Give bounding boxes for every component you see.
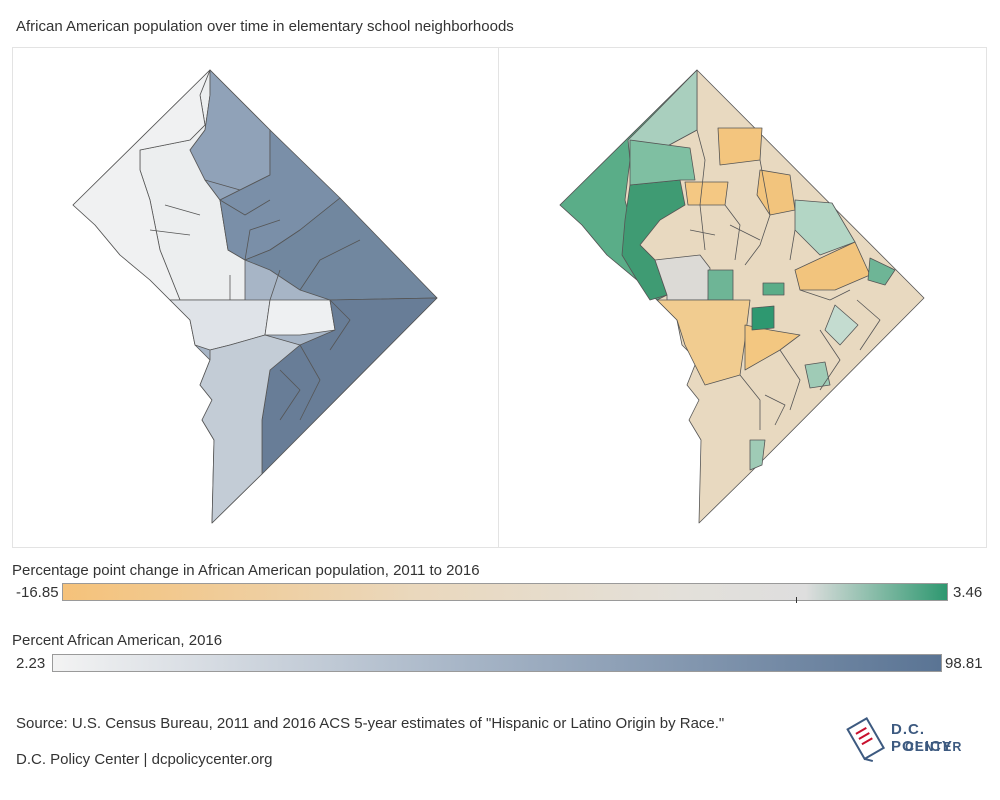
legend-percent-max: 98.81: [945, 655, 983, 672]
map-right-north-green: [629, 139, 696, 186]
map-left-capitol: [264, 299, 336, 336]
credit-line: D.C. Policy Center | dcpolicycenter.org: [16, 751, 273, 768]
map-right-se-light-green: [824, 304, 859, 346]
map-right-se-green-2: [762, 282, 785, 296]
map-right-se-green: [751, 305, 775, 331]
map-left-south: [199, 334, 301, 524]
map-right-ne-orange: [756, 169, 796, 216]
panel-divider: [498, 47, 499, 548]
logo-mark-icon: [846, 717, 886, 763]
map-right-sw-green: [749, 439, 766, 471]
map-right-north-orange: [717, 127, 763, 166]
map-right-ne-green: [794, 199, 856, 256]
map-percent-african-american: [72, 69, 438, 524]
map-right-east-orange: [794, 241, 871, 291]
map-right-south-orange: [656, 299, 751, 386]
maps-frame: [12, 47, 987, 548]
logo-text-line1: D.C. POLICY: [891, 721, 953, 755]
map-left-far-west: [72, 69, 211, 301]
chart-title: African American population over time in…: [16, 18, 514, 35]
legend-change-title: Percentage point change in African Ameri…: [12, 562, 480, 579]
source-note: Source: U.S. Census Bureau, 2011 and 201…: [16, 715, 725, 732]
map-right-north-center-orange: [684, 181, 729, 206]
map-right-far-east-green: [867, 257, 896, 286]
map-percentage-point-change: [559, 69, 925, 524]
legend-percent-title: Percent African American, 2016: [12, 632, 223, 649]
legend-percent-min: 2.23: [16, 655, 46, 672]
legend-change-min: -16.85: [16, 584, 59, 601]
map-right-south-green: [804, 361, 831, 389]
legend-change-gradient: [62, 583, 948, 601]
map-right-southeast-orange: [744, 324, 801, 371]
legend-percent-gradient: [52, 654, 942, 672]
legend-change-max: 3.46: [953, 584, 983, 601]
dc-policy-center-logo: D.C. POLICY CENTER: [843, 713, 983, 765]
legend-change-zero-tick: [796, 597, 797, 603]
map-right-central-green: [707, 269, 734, 301]
logo-text-line2: CENTER: [905, 740, 963, 754]
